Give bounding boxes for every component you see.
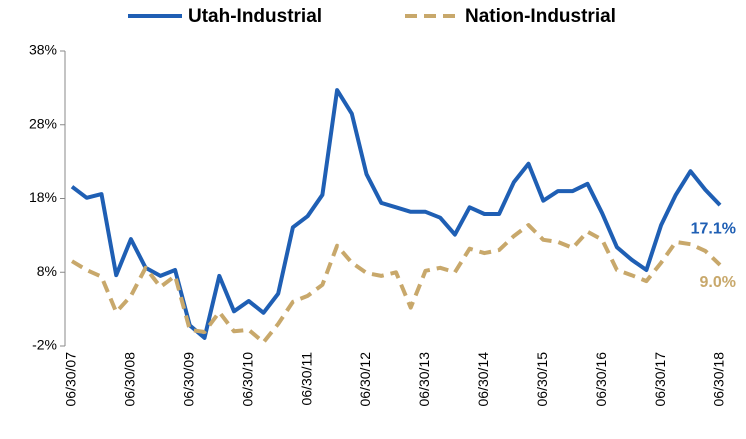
series-line [70,88,722,340]
x-tick-label: 06/30/18 [711,352,727,407]
series-line [70,223,722,345]
x-tick-label: 06/30/08 [122,352,138,407]
end-label: 17.1% [691,220,736,237]
y-tick-label: 38% [29,42,57,58]
x-tick-label: 06/30/12 [357,352,373,407]
x-tick-label: 06/30/14 [475,352,491,407]
x-tick-label: 06/30/07 [63,352,79,407]
x-tick-label: 06/30/13 [416,352,432,407]
x-tick-label: 06/30/10 [239,352,255,407]
y-tick-label: 28% [29,115,57,131]
y-tick-label: 8% [37,263,57,279]
x-tick-label: 06/30/09 [181,352,197,407]
x-tick-label: 06/30/17 [652,352,668,407]
x-tick-label: 06/30/16 [593,352,609,407]
x-tick-label: 06/30/11 [298,352,314,406]
x-tick-label: 06/30/15 [534,352,550,407]
legend-text: Utah-Industrial [188,6,322,27]
end-label: 9.0% [700,274,736,291]
y-tick-label: -2% [32,337,57,353]
y-tick-label: 18% [29,189,57,205]
legend-text: Nation-Industrial [465,6,616,27]
